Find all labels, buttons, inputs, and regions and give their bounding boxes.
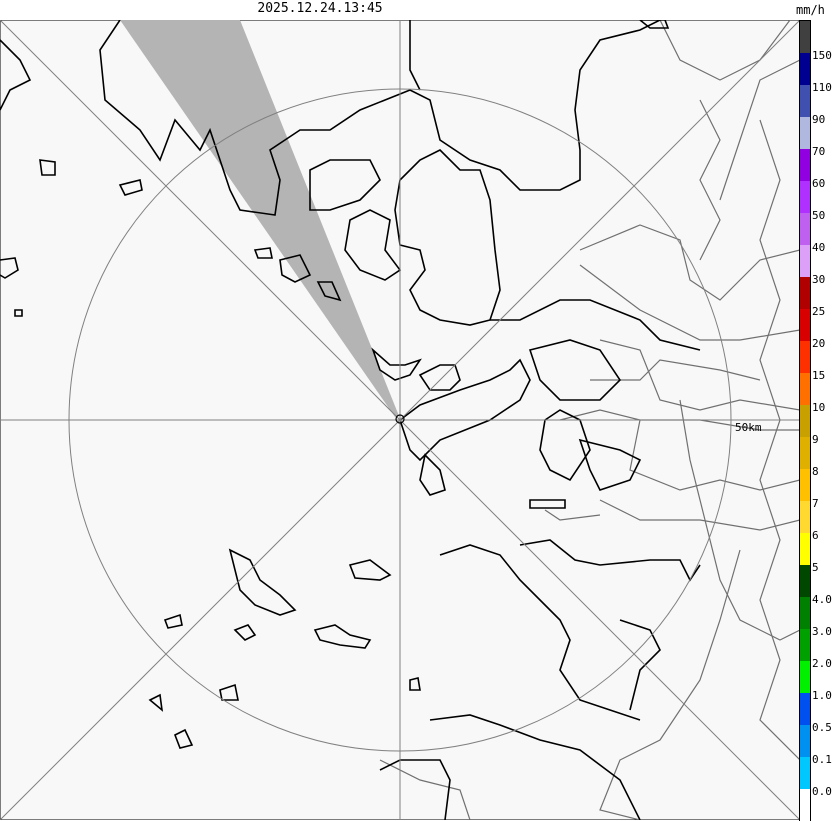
legend-label: 0.0 — [812, 785, 832, 798]
legend-band — [800, 149, 810, 181]
legend-band — [800, 341, 810, 373]
timestamp: 2025.12.24.13:45 — [257, 1, 383, 16]
legend-band — [800, 565, 810, 597]
legend-unit: mm/h — [796, 3, 825, 17]
legend-band — [800, 405, 810, 437]
legend-label: 25 — [812, 305, 826, 318]
legend-label: 5 — [812, 561, 819, 574]
radar-site-marker — [395, 414, 405, 424]
legend-band — [800, 181, 810, 213]
legend-label: 3.0 — [812, 625, 832, 638]
legend-band — [800, 469, 810, 501]
radar-map[interactable] — [0, 20, 800, 820]
legend-label: 6 — [812, 529, 819, 542]
legend-label: 30 — [812, 273, 826, 286]
legend-label: 10 — [812, 401, 826, 414]
legend-label: 0.5 — [812, 721, 832, 734]
legend-band — [800, 373, 810, 405]
legend-label: 1.0 — [812, 689, 832, 702]
legend-band — [800, 245, 810, 277]
legend-label: 150 — [812, 49, 832, 62]
beam-blocked-sector — [120, 20, 399, 417]
legend-label: 60 — [812, 177, 826, 190]
precipitation-legend — [799, 20, 811, 821]
range-ring-50km — [68, 88, 732, 752]
legend-label: 15 — [812, 369, 826, 382]
legend-band — [800, 597, 810, 629]
legend-band — [800, 437, 810, 469]
legend-band — [800, 757, 810, 789]
legend-label: 4.0 — [812, 593, 832, 606]
legend-band — [800, 309, 810, 341]
legend-band — [800, 693, 810, 725]
legend-band — [800, 533, 810, 565]
legend-label: 20 — [812, 337, 826, 350]
admin-boundaries — [379, 20, 800, 820]
coastlines — [0, 20, 701, 820]
legend-label: 110 — [812, 81, 832, 94]
legend-band — [800, 789, 810, 821]
legend-label: 0.1 — [812, 753, 832, 766]
legend-band — [800, 661, 810, 693]
range-ring-label: 50km — [735, 421, 762, 434]
legend-band — [800, 725, 810, 757]
legend-band — [800, 53, 810, 85]
legend-label: 9 — [812, 433, 819, 446]
range-grid — [0, 20, 800, 820]
legend-band — [800, 501, 810, 533]
legend-band — [800, 629, 810, 661]
legend-label: 2.0 — [812, 657, 832, 670]
legend-band — [800, 117, 810, 149]
legend-label: 50 — [812, 209, 826, 222]
legend-band — [800, 277, 810, 309]
legend-label: 70 — [812, 145, 826, 158]
legend-label: 8 — [812, 465, 819, 478]
legend-label: 40 — [812, 241, 826, 254]
legend-band — [800, 21, 810, 53]
legend-label: 90 — [812, 113, 826, 126]
legend-band — [800, 213, 810, 245]
legend-label: 7 — [812, 497, 819, 510]
legend-band — [800, 85, 810, 117]
